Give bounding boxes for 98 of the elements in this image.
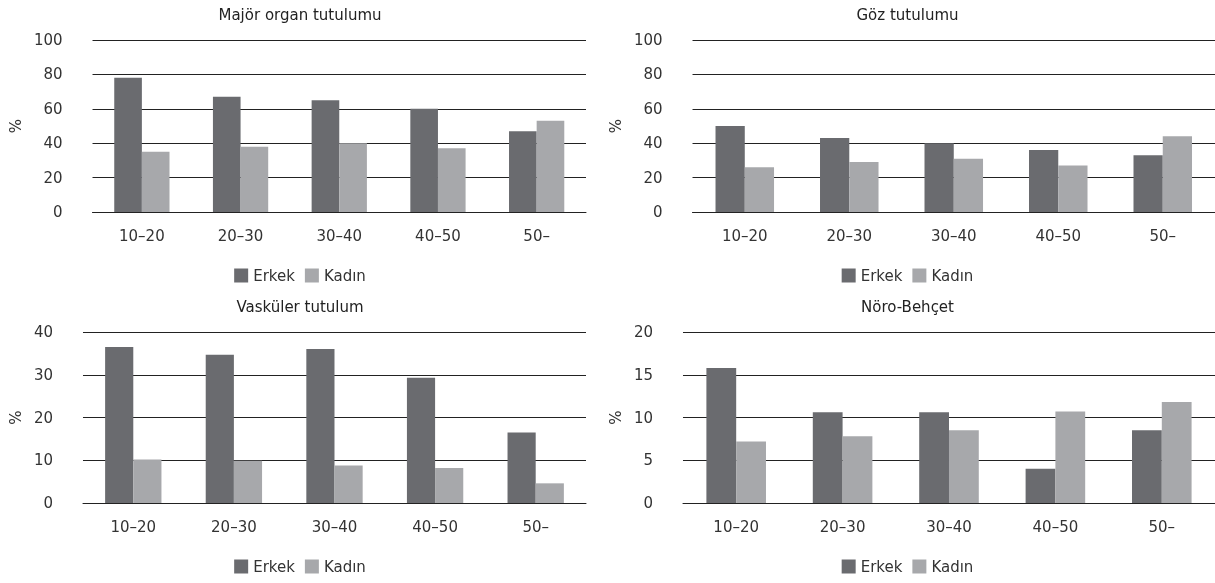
chart-title: Vasküler tutulum xyxy=(236,297,364,316)
bar xyxy=(141,151,170,212)
legend-label: Kadın xyxy=(931,266,974,285)
bar xyxy=(1162,136,1193,212)
y-tick-label: 15 xyxy=(633,365,653,384)
y-tick-label: 100 xyxy=(33,31,63,49)
x-tick-label: 20–30 xyxy=(217,226,264,245)
y-tick-label: 10 xyxy=(33,451,53,470)
y-tick-label: 40 xyxy=(33,323,53,341)
y-tick-label: 0 xyxy=(652,203,663,221)
bar xyxy=(1055,411,1086,503)
bar xyxy=(240,146,269,212)
bar xyxy=(849,162,879,212)
bar xyxy=(812,412,843,503)
bar xyxy=(306,349,335,503)
x-tick-label: 10–20 xyxy=(119,226,165,245)
bar xyxy=(1133,155,1163,212)
legend-label: Kadın xyxy=(323,557,366,576)
x-tick-label: 30–40 xyxy=(926,517,972,536)
x-tick-label: 20–30 xyxy=(826,226,873,245)
x-tick-label: 50– xyxy=(1148,517,1176,536)
bar xyxy=(437,148,466,212)
bar xyxy=(736,441,766,503)
bar xyxy=(114,77,142,212)
bar xyxy=(509,131,537,212)
bar xyxy=(1058,165,1088,212)
bar xyxy=(1029,150,1059,212)
bar xyxy=(406,377,436,503)
x-tick-label: 30–40 xyxy=(930,226,977,245)
y-tick-label: 100 xyxy=(633,31,663,49)
x-tick-label: 50– xyxy=(1149,226,1177,245)
y-tick-label: 30 xyxy=(33,365,53,384)
bar xyxy=(744,167,775,212)
x-tick-label: 20–30 xyxy=(819,517,866,536)
bar xyxy=(715,126,745,212)
legend-label: Erkek xyxy=(860,266,903,285)
y-tick-label: 60 xyxy=(43,99,63,118)
legend-label: Erkek xyxy=(253,557,296,576)
x-tick-label: 50– xyxy=(522,517,549,536)
y-tick-label: 20 xyxy=(33,408,53,427)
y-axis-title: % xyxy=(606,410,625,425)
bar xyxy=(919,412,949,503)
y-tick-label: 0 xyxy=(43,494,53,512)
bar xyxy=(410,108,438,212)
x-tick-label: 10–20 xyxy=(110,517,157,536)
legend-label: Kadın xyxy=(323,266,366,285)
bar xyxy=(339,143,367,212)
chart-title: Göz tutulumu xyxy=(856,5,959,24)
bar xyxy=(507,432,536,503)
x-tick-label: 40–50 xyxy=(412,517,458,536)
bar xyxy=(205,354,234,503)
y-tick-label: 20 xyxy=(633,323,653,341)
bar xyxy=(105,346,134,503)
bar xyxy=(1025,468,1056,503)
y-tick-label: 10 xyxy=(633,408,653,427)
bar xyxy=(948,430,979,503)
bar xyxy=(133,459,162,503)
bar xyxy=(212,96,241,212)
bar xyxy=(435,467,464,503)
x-tick-label: 10–20 xyxy=(721,226,768,245)
y-tick-label: 0 xyxy=(643,494,653,512)
y-axis-title: % xyxy=(6,118,25,134)
y-axis-title: % xyxy=(606,118,625,134)
x-tick-label: 50– xyxy=(523,226,550,245)
y-tick-label: 20 xyxy=(643,168,663,187)
bar xyxy=(233,460,263,503)
bar xyxy=(535,483,564,503)
y-tick-label: 5 xyxy=(643,451,653,470)
y-tick-label: 60 xyxy=(643,99,663,118)
chart-title: Nöro-Behçet xyxy=(861,297,955,316)
y-tick-label: 80 xyxy=(43,65,63,84)
bar xyxy=(311,100,340,212)
bar xyxy=(924,143,954,212)
y-tick-label: 80 xyxy=(643,65,663,84)
x-tick-label: 40–50 xyxy=(1035,226,1082,245)
bar xyxy=(1132,430,1162,503)
x-tick-label: 30–40 xyxy=(316,226,363,245)
bar xyxy=(1161,402,1192,503)
legend-label: Erkek xyxy=(253,266,296,285)
bar xyxy=(706,367,737,503)
x-tick-label: 40–50 xyxy=(1032,517,1079,536)
bar xyxy=(536,120,565,212)
bar xyxy=(334,465,363,503)
y-axis-title: % xyxy=(6,410,25,425)
legend-label: Erkek xyxy=(860,557,903,576)
legend-label: Kadın xyxy=(931,557,974,576)
y-tick-label: 0 xyxy=(52,203,63,221)
x-tick-label: 10–20 xyxy=(713,517,760,536)
y-tick-label: 40 xyxy=(43,134,63,153)
bar xyxy=(842,436,873,503)
x-tick-label: 40–50 xyxy=(415,226,461,245)
x-tick-label: 20–30 xyxy=(211,517,257,536)
y-tick-label: 40 xyxy=(643,134,663,153)
y-tick-label: 20 xyxy=(43,168,63,187)
bar xyxy=(953,158,984,212)
chart-title: Majör organ tutulumu xyxy=(218,5,382,24)
bar xyxy=(820,138,850,212)
x-tick-label: 30–40 xyxy=(311,517,358,536)
